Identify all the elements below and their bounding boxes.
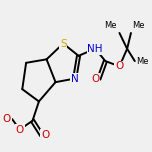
Text: O: O bbox=[41, 130, 49, 140]
Text: Me: Me bbox=[104, 21, 117, 30]
Text: O: O bbox=[115, 61, 124, 71]
Text: S: S bbox=[60, 38, 67, 48]
Text: O: O bbox=[3, 114, 11, 124]
Text: NH: NH bbox=[87, 44, 103, 54]
Text: N: N bbox=[71, 74, 79, 84]
Text: O: O bbox=[91, 74, 99, 84]
Text: O: O bbox=[16, 124, 24, 135]
Text: Me: Me bbox=[136, 57, 149, 66]
Text: Me: Me bbox=[132, 21, 145, 30]
